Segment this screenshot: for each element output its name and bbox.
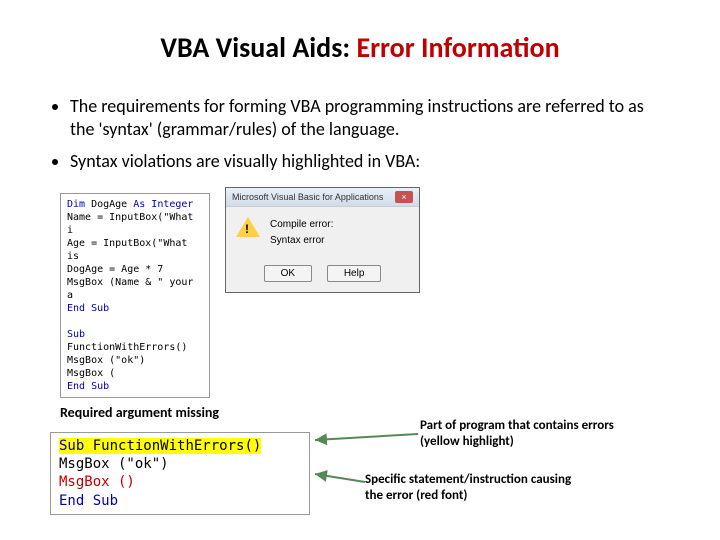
help-button[interactable]: Help (327, 265, 382, 282)
code-window-2: Sub FunctionWithErrors() MsgBox ("ok") M… (50, 432, 310, 515)
error-dialog: Microsoft Visual Basic for Applications … (225, 187, 420, 293)
bullet-item: Syntax violations are visually highlight… (70, 150, 670, 173)
code-window-1: Dim DogAge As Integer Name = InputBox("W… (60, 193, 210, 398)
warning-icon (236, 217, 260, 237)
close-icon[interactable]: × (395, 191, 413, 203)
annotation-yellow: Part of program that contains errors (ye… (420, 418, 640, 449)
slide-title: VBA Visual Aids: Error Information (50, 30, 670, 65)
dialog-message: Compile error: Syntax error (270, 217, 333, 249)
annotation-red: Specific statement/instruction causing t… (365, 472, 585, 503)
dialog-titlebar: Microsoft Visual Basic for Applications … (226, 188, 419, 207)
dialog-title-text: Microsoft Visual Basic for Applications (232, 192, 383, 202)
title-highlight: Error Information (356, 30, 559, 65)
bullet-list: The requirements for forming VBA program… (50, 95, 670, 173)
ok-button[interactable]: OK (264, 265, 312, 282)
bullet-item: The requirements for forming VBA program… (70, 95, 670, 142)
title-prefix: VBA Visual Aids: (160, 30, 356, 65)
